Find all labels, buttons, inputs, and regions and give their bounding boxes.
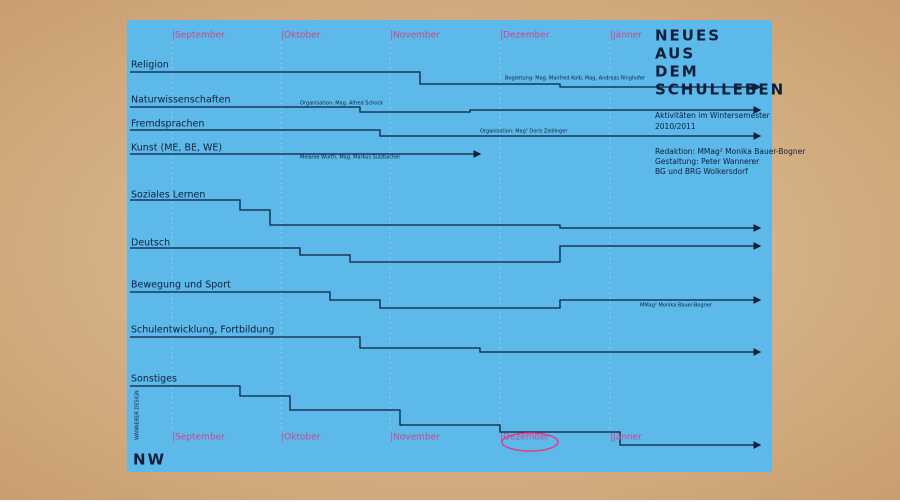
month-label: |Jänner <box>610 433 642 443</box>
poster-subtitle: 2010/2011 <box>655 122 696 131</box>
poster-title: SCHULLEBEN <box>655 81 785 99</box>
subject-heading: Bewegung und Sport <box>131 280 231 291</box>
subject-heading: Naturwissenschaften <box>131 95 231 106</box>
month-label: |Dezember <box>500 433 550 443</box>
subject-heading: Kunst (ME, BE, WE) <box>131 143 222 154</box>
subject-heading: Soziales Lernen <box>131 190 205 201</box>
logo: NW <box>133 451 166 469</box>
month-label: |November <box>390 31 440 41</box>
texts: |September |Oktober |November |Dezember |Jän… <box>131 27 806 469</box>
month-label: |Jänner <box>610 31 642 41</box>
event-note: Organisation: Mag. Alfred Schock <box>300 101 383 107</box>
credit: Gestaltung: Peter Wannerer <box>655 157 760 166</box>
month-label: |September <box>172 31 225 41</box>
logo-caption: WANNERER DESIGN <box>135 390 141 440</box>
subject-heading: Deutsch <box>131 238 170 249</box>
staircases <box>130 71 762 449</box>
event-note: MMag² Monika Bauer-Bogner <box>640 303 713 309</box>
poster-title: NEUES <box>655 27 721 45</box>
credit: BG und BRG Wolkersdorf <box>655 167 748 176</box>
highlight-ring <box>501 432 559 452</box>
subject-heading: Sonstiges <box>131 374 177 385</box>
credit: Redaktion: MMag² Monika Bauer-Bogner <box>655 147 806 156</box>
month-label: |September <box>172 433 225 443</box>
month-label: |Oktober <box>281 31 321 41</box>
month-label: |Oktober <box>281 433 321 443</box>
poster-title: DEM <box>655 63 699 81</box>
subject-heading: Schulentwicklung, Fortbildung <box>131 325 274 336</box>
subject-heading: Religion <box>131 60 169 71</box>
subject-heading: Fremdsprachen <box>131 119 204 130</box>
event-note: Organisation: Mag² Doris Zeillinger <box>480 129 568 135</box>
month-label: |Dezember <box>500 31 550 41</box>
event-note: Begleitung: Mag. Manfred Kolb, Mag. Andr… <box>505 76 646 82</box>
month-label: |November <box>390 433 440 443</box>
poster-title: AUS <box>655 45 695 63</box>
event-note: Melanie Wurth, Mag. Markus Sulzbacher <box>300 155 401 161</box>
poster-subtitle: Aktivitäten im Wintersemester <box>655 111 771 120</box>
